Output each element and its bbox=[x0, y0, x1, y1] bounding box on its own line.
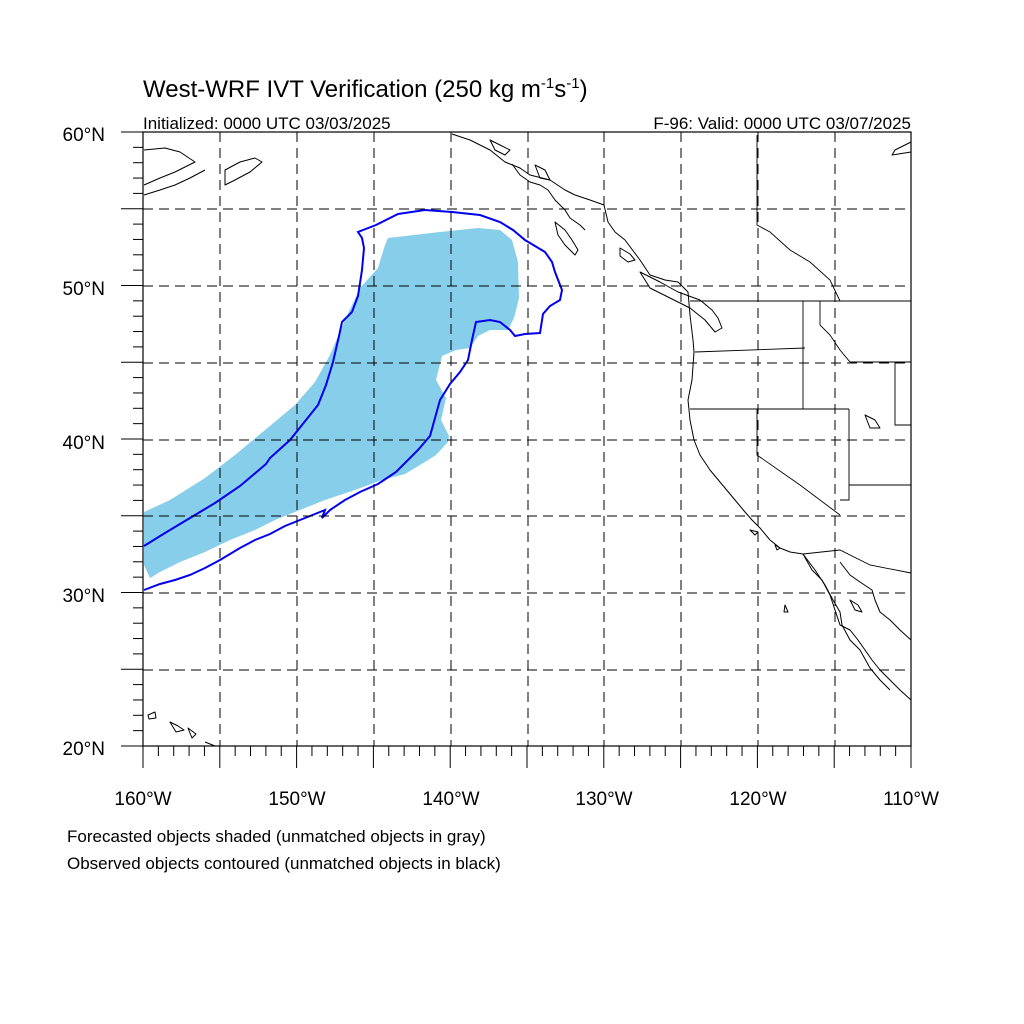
valid-time: F-96: Valid: 0000 UTC 03/07/2025 bbox=[653, 114, 911, 133]
political-borders bbox=[690, 135, 912, 574]
axis-ticks bbox=[121, 131, 912, 768]
graticule bbox=[143, 132, 911, 746]
lon-label-120w: 120°W bbox=[729, 789, 786, 810]
lat-label-50n: 50°N bbox=[63, 279, 105, 300]
caption-forecast: Forecasted objects shaded (unmatched obj… bbox=[67, 827, 486, 846]
caption-observed: Observed objects contoured (unmatched ob… bbox=[67, 854, 501, 873]
lat-label-20n: 20°N bbox=[63, 739, 105, 760]
lon-label-150w: 150°W bbox=[268, 789, 325, 810]
lon-label-140w: 140°W bbox=[422, 789, 479, 810]
coastlines bbox=[143, 133, 912, 747]
lat-label-40n: 40°N bbox=[63, 433, 105, 454]
forecast-object-shaded bbox=[144, 228, 519, 578]
initialized-time: Initialized: 0000 UTC 03/03/2025 bbox=[143, 114, 391, 133]
lat-label-30n: 30°N bbox=[63, 586, 105, 607]
lon-label-130w: 130°W bbox=[575, 789, 632, 810]
latitude-labels: 60°N 50°N 40°N 30°N 20°N bbox=[63, 125, 105, 760]
lon-label-110w: 110°W bbox=[883, 789, 939, 810]
longitude-labels: 160°W 150°W 140°W 130°W 120°W 110°W bbox=[114, 789, 939, 810]
lon-label-160w: 160°W bbox=[114, 789, 171, 810]
map-title: West-WRF IVT Verification (250 kg m-1s-1… bbox=[143, 75, 588, 103]
observed-object-contour bbox=[143, 208, 564, 591]
lat-label-60n: 60°N bbox=[63, 125, 105, 146]
